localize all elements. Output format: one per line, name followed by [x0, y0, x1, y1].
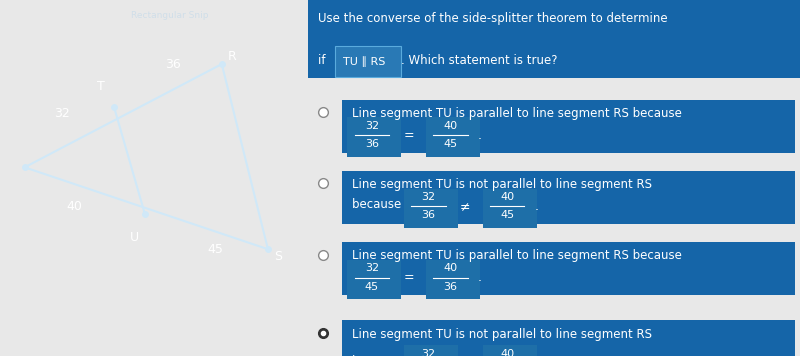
Text: Use the converse of the side-splitter theorem to determine: Use the converse of the side-splitter th… [318, 12, 667, 26]
Text: 40: 40 [444, 263, 458, 273]
FancyBboxPatch shape [308, 0, 800, 78]
Text: if: if [318, 54, 329, 67]
Text: =: = [403, 271, 414, 284]
Text: Line segment TU is parallel to line segment RS because: Line segment TU is parallel to line segm… [352, 249, 682, 262]
Text: Line segment TU is not parallel to line segment RS: Line segment TU is not parallel to line … [352, 328, 652, 341]
Text: 32: 32 [54, 108, 70, 120]
FancyBboxPatch shape [342, 320, 795, 356]
FancyBboxPatch shape [482, 189, 537, 228]
Text: 36: 36 [444, 282, 458, 292]
Text: Line segment TU is parallel to line segment RS because: Line segment TU is parallel to line segm… [352, 107, 682, 120]
Text: 45: 45 [500, 210, 514, 220]
FancyBboxPatch shape [426, 117, 480, 157]
Text: because: because [352, 198, 406, 211]
FancyBboxPatch shape [426, 260, 480, 299]
Text: TU ∥ RS: TU ∥ RS [343, 56, 386, 67]
Text: R: R [228, 51, 237, 63]
Text: 45: 45 [208, 243, 223, 256]
FancyBboxPatch shape [347, 117, 402, 157]
FancyBboxPatch shape [335, 46, 402, 77]
FancyBboxPatch shape [404, 189, 458, 228]
FancyBboxPatch shape [342, 242, 795, 295]
Text: 32: 32 [422, 349, 436, 356]
Text: 32: 32 [422, 192, 436, 202]
Text: =: = [403, 129, 414, 142]
FancyBboxPatch shape [342, 100, 795, 153]
FancyBboxPatch shape [342, 171, 795, 224]
Text: 36: 36 [365, 139, 379, 149]
Text: 40: 40 [500, 349, 514, 356]
Text: .: . [534, 200, 538, 213]
Text: .: . [478, 129, 482, 142]
Text: 40: 40 [500, 192, 514, 202]
FancyBboxPatch shape [482, 345, 537, 356]
Text: because: because [352, 355, 406, 356]
Text: 32: 32 [365, 121, 379, 131]
Text: 45: 45 [365, 282, 379, 292]
Text: 36: 36 [422, 210, 435, 220]
Text: S: S [274, 250, 282, 263]
FancyBboxPatch shape [404, 345, 458, 356]
Text: 40: 40 [66, 200, 82, 213]
Text: . Which statement is true?: . Which statement is true? [402, 54, 558, 67]
Text: ≠: ≠ [460, 200, 470, 213]
Text: Line segment TU is not parallel to line segment RS: Line segment TU is not parallel to line … [352, 178, 652, 191]
Text: T: T [97, 79, 105, 93]
Text: 32: 32 [365, 263, 379, 273]
Text: Rectangular Snip: Rectangular Snip [130, 11, 208, 20]
Text: 40: 40 [444, 121, 458, 131]
Text: 36: 36 [165, 58, 180, 70]
FancyBboxPatch shape [347, 260, 402, 299]
Text: U: U [130, 231, 138, 245]
Text: 45: 45 [444, 139, 458, 149]
Text: .: . [478, 271, 482, 284]
